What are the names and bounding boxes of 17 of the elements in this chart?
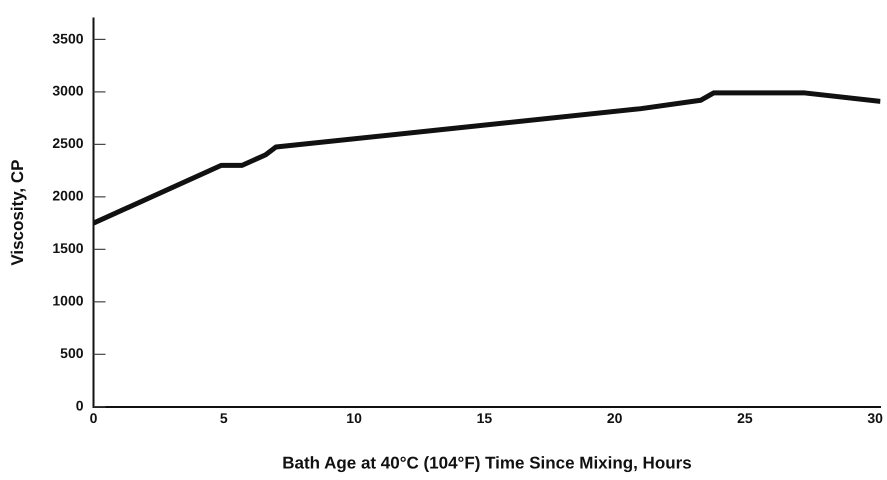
y-tick-label: 3500	[52, 30, 84, 46]
y-tick-label: 2500	[52, 135, 84, 152]
x-tick-label: 30	[867, 410, 884, 426]
x-tick-label: 5	[220, 410, 228, 426]
y-tick-label: 0	[76, 398, 84, 414]
x-axis-title: Bath Age at 40°C (104°F) Time Since Mixing, Hours	[282, 453, 692, 472]
x-tick-label: 0	[90, 410, 98, 426]
x-tick-label: 25	[737, 410, 753, 426]
y-tick-label: 1500	[52, 240, 84, 256]
x-tick-label: 20	[606, 410, 623, 426]
y-tick-label: 1000	[52, 292, 84, 309]
x-tick-label: 15	[476, 410, 492, 426]
x-tick-label: 10	[346, 410, 362, 426]
y-tick-label: 500	[60, 345, 84, 362]
y-axis-title: Viscosity, CP	[8, 160, 27, 266]
y-tick-label: 2000	[52, 188, 84, 204]
y-tick-label: 3000	[52, 82, 84, 99]
